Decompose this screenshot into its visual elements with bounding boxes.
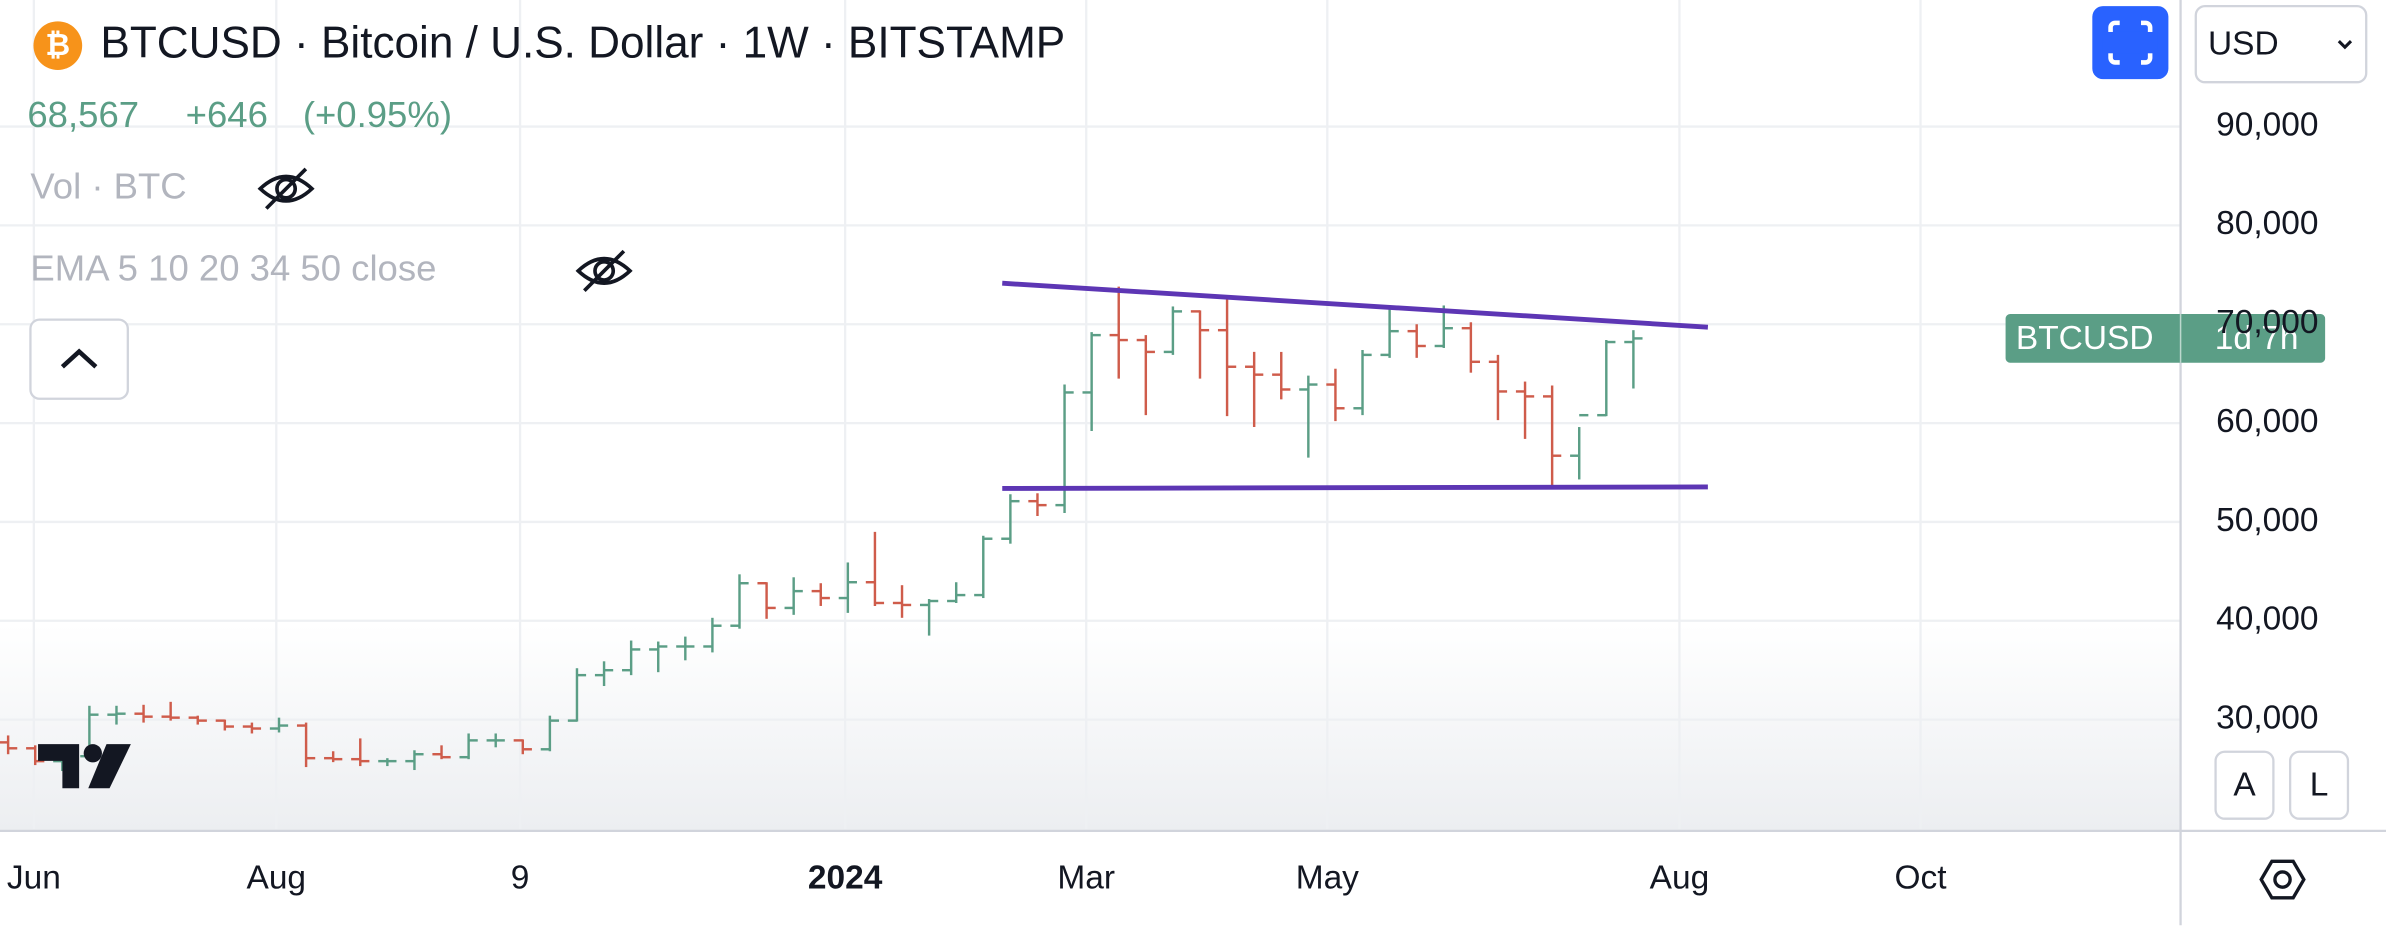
price-change-pct: (+0.95%) xyxy=(303,94,452,135)
x-tick-label: Oct xyxy=(1894,859,1947,896)
auto-scale-button[interactable]: A xyxy=(2214,750,2275,820)
bitcoin-icon xyxy=(33,21,83,71)
auto-label: A xyxy=(2233,767,2256,804)
grid xyxy=(0,0,2181,830)
price-label: BTCUSD 1d 7h xyxy=(2005,314,2326,363)
y-tick-label: 90,000 xyxy=(2216,106,2318,143)
price-label-countdown: 1d 7h xyxy=(2215,320,2299,357)
price-change: +646 xyxy=(186,94,268,135)
log-scale-button[interactable]: L xyxy=(2288,750,2350,820)
x-tick-label: 2024 xyxy=(808,859,883,896)
y-tick-label: 50,000 xyxy=(2216,502,2318,539)
hide-ema-icon[interactable] xyxy=(575,249,633,292)
bitcoin-glyph: ₿ xyxy=(45,28,70,62)
settings-icon[interactable] xyxy=(2259,859,2306,900)
hide-volume-icon[interactable] xyxy=(257,167,315,210)
x-tick-label: Jun xyxy=(7,859,61,896)
watermark-fade xyxy=(0,623,2181,831)
y-tick-label: 30,000 xyxy=(2216,699,2318,736)
x-tick-label: Mar xyxy=(1057,859,1115,896)
x-tick-label: Aug xyxy=(247,859,307,896)
last-price: 68,567 xyxy=(27,94,139,135)
tradingview-logo xyxy=(38,744,131,789)
trendline xyxy=(1002,484,1708,491)
plot xyxy=(0,280,1709,772)
y-tick-label: 80,000 xyxy=(2216,205,2318,242)
x-tick-label: 9 xyxy=(511,859,530,896)
log-label: L xyxy=(2310,767,2329,804)
y-tick-label: 60,000 xyxy=(2216,403,2318,440)
x-tick-label: May xyxy=(1296,859,1359,896)
y-tick-label: 70,000 xyxy=(2216,304,2318,341)
collapse-button[interactable] xyxy=(29,318,129,400)
volume-indicator: Vol · BTC xyxy=(30,165,186,206)
trendline xyxy=(1002,280,1709,330)
axis-labels: 30,000 40,000 50,000 60,000 70,000 80,000 90,0… xyxy=(7,106,2319,896)
price-label-symbol: BTCUSD xyxy=(2016,320,2154,357)
currency-dropdown[interactable]: USD xyxy=(2194,4,2368,84)
symbol-title: BTCUSD · Bitcoin / U.S. Dollar · 1W · BI… xyxy=(100,18,1065,67)
y-tick-label: 40,000 xyxy=(2216,601,2318,638)
x-tick-label: Aug xyxy=(1650,859,1710,896)
ema-indicator: EMA 5 10 20 34 50 close xyxy=(30,248,436,289)
fullscreen-button[interactable] xyxy=(2092,6,2169,80)
currency-label: USD xyxy=(2208,26,2279,63)
